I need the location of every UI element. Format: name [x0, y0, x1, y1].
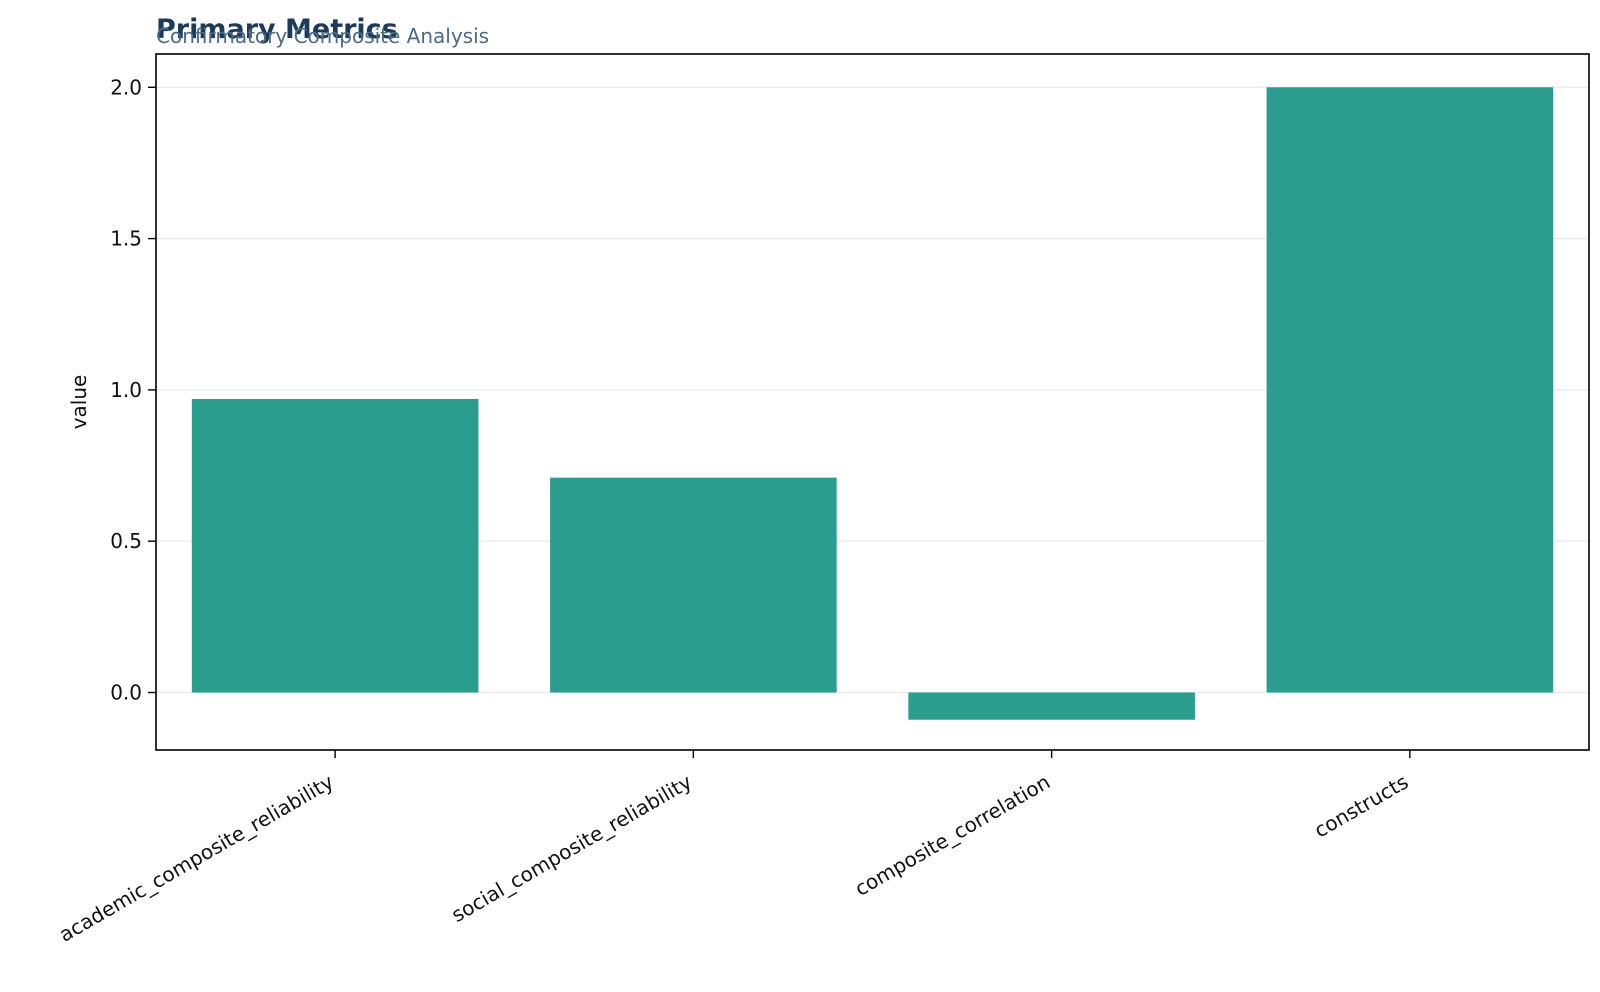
bar — [550, 477, 837, 693]
y-axis-label: value — [67, 375, 91, 430]
bar — [1266, 87, 1554, 693]
x-tick-label: social_composite_reliability — [447, 769, 696, 927]
x-axis: academic_composite_reliability social_com… — [55, 750, 1412, 947]
bar — [191, 398, 479, 693]
x-tick-label: constructs — [1310, 770, 1412, 843]
chart-subtitle: Confirmatory Composite Analysis — [156, 24, 489, 48]
bars — [191, 87, 1554, 720]
y-tick-label: 0.0 — [110, 681, 142, 705]
chart-title: Primary Metrics — [156, 14, 398, 45]
y-tick-label: 1.0 — [110, 378, 142, 402]
x-tick-label: composite_correlation — [851, 770, 1054, 901]
y-axis: 0.0 0.5 1.0 1.5 2.0 — [110, 75, 156, 705]
x-tick-label: academic_composite_reliability — [55, 769, 338, 946]
y-tick-label: 0.5 — [110, 529, 142, 553]
bar — [908, 692, 1195, 720]
y-tick-label: 1.5 — [110, 227, 142, 251]
plot-frame — [155, 53, 1590, 751]
y-tick-label: 2.0 — [110, 75, 142, 99]
